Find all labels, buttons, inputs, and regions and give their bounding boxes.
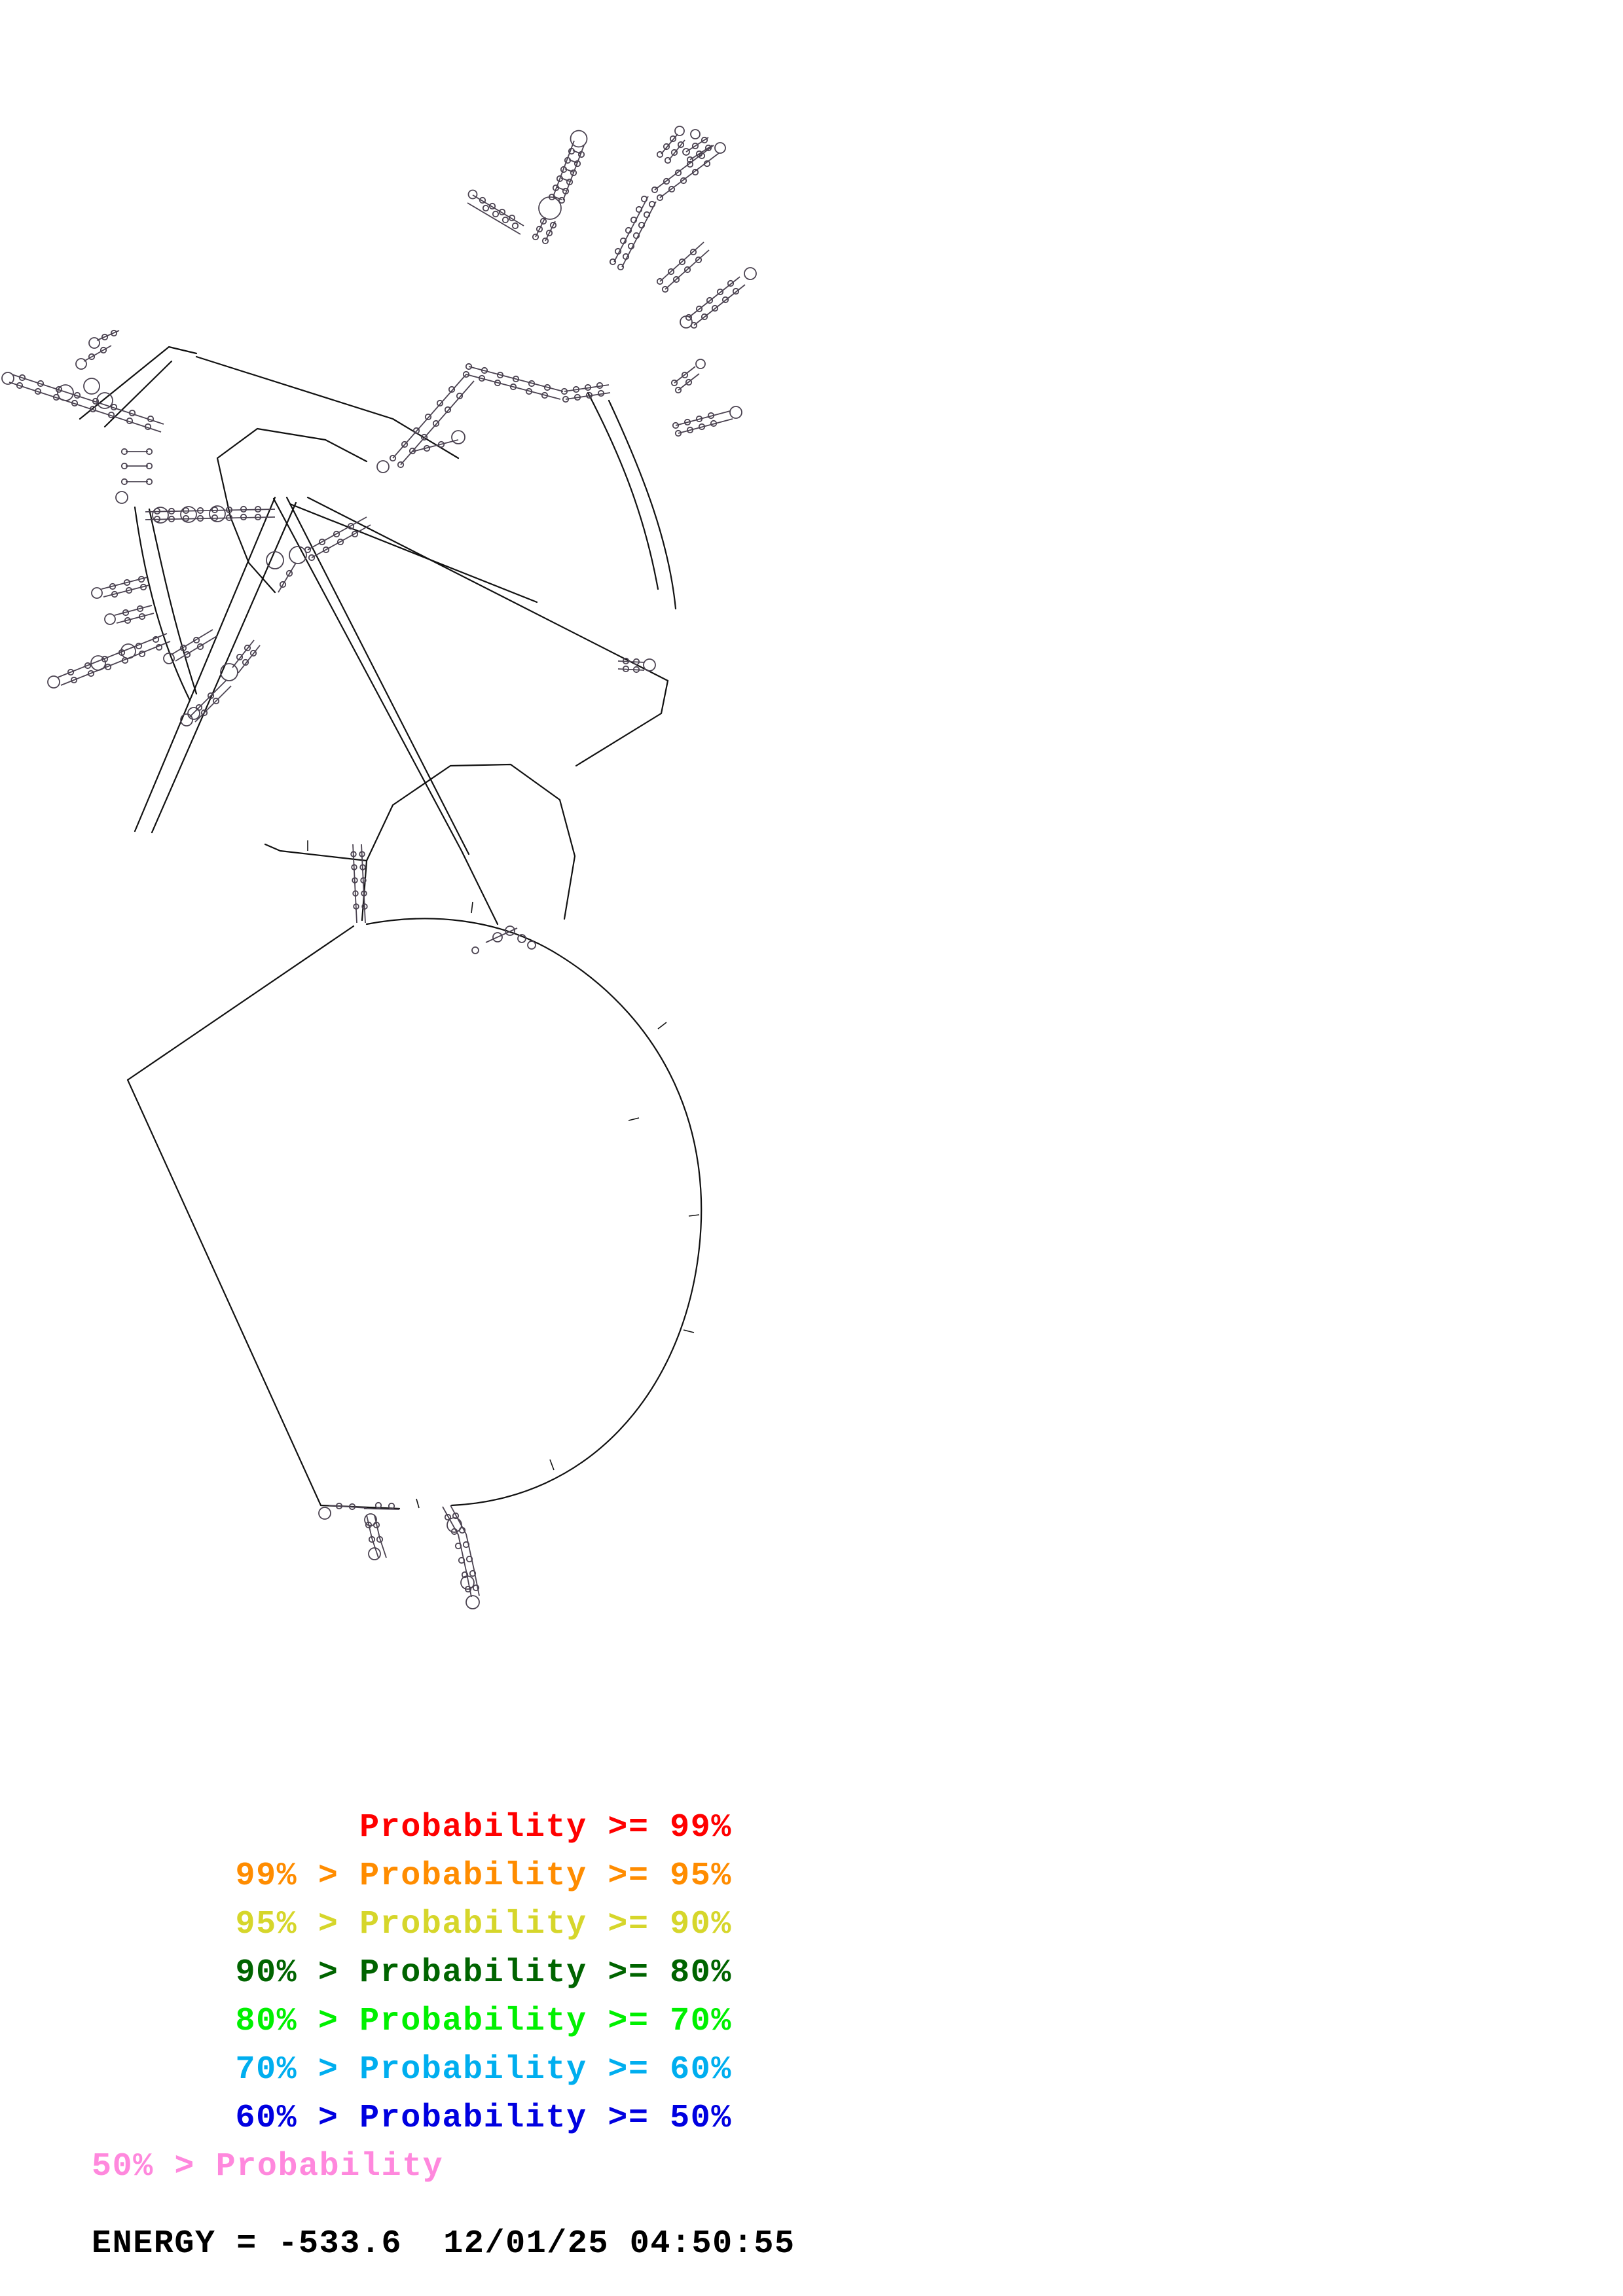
helix-sw-stem (266, 516, 371, 569)
probability-legend: Probability >= 99% 99% > Probability >= … (0, 1806, 1623, 2212)
helix-left-hairpin-2 (104, 605, 155, 625)
helix-bigloop-top (350, 844, 368, 924)
helix-right-arm-4 (672, 406, 742, 437)
helix-right-main (609, 195, 657, 271)
helix-mid-hairpin-b (220, 639, 261, 681)
helix-bottom-hairpin-3 (442, 1505, 480, 1609)
helix-topright-a (656, 126, 685, 164)
energy-timestamp-line: ENERGY = -533.6 12/01/25 04:50:55 (92, 2225, 795, 2263)
helix-nw-long (1, 372, 164, 433)
helix-center-junction (560, 382, 611, 403)
helices-group (1, 126, 757, 1609)
helix-right-arm-2 (680, 267, 757, 329)
backbone-group (79, 346, 702, 1510)
rna-structure-plot (1, 126, 757, 1609)
helix-topright-c (651, 142, 726, 202)
helix-left-hairpin-1 (91, 575, 150, 599)
helix-left-hairpin-4 (163, 629, 217, 664)
legend-row-70: 80% > Probability >= 70% (235, 2003, 732, 2040)
helix-right-isolated (617, 657, 656, 673)
helix-top-center-lower (532, 217, 557, 245)
rna-structure-svg (1, 126, 757, 1609)
helix-left-of-top (467, 189, 524, 235)
helix-top-center (538, 130, 588, 220)
legend-row-80: 90% > Probability >= 80% (235, 1954, 732, 1992)
helix-right-arm-1 (656, 242, 710, 293)
helix-left-hairpin-5 (180, 680, 232, 726)
helix-nw-hairpin-a (75, 345, 112, 370)
legend-row-90: 95% > Probability >= 90% (235, 1906, 732, 1943)
helix-right-arm-3 (670, 359, 706, 394)
helix-mid-hairpin-a (412, 430, 465, 452)
helix-bottom-hairpin-1 (318, 1502, 367, 1520)
legend-row-50: 60% > Probability >= 50% (235, 2100, 732, 2137)
legend-row-60: 70% > Probability >= 60% (235, 2051, 732, 2089)
helix-multiloop-row (145, 505, 276, 524)
helix-bigloop-right-cluster (471, 925, 536, 954)
legend-row-below-50: 50% > Probability (92, 2148, 444, 2185)
helix-bottom-hairpin-2 (363, 1501, 400, 1560)
helix-center-diagonal (462, 363, 564, 400)
legend-row-99: Probability >= 99% (359, 1809, 732, 1846)
helix-mid-right (278, 562, 297, 593)
helix-left-hairpin-3 (47, 633, 171, 689)
nucleotide-ticks (307, 840, 700, 1509)
helix-left-vertical-ladder (115, 448, 153, 504)
helix-nw-diagonal (376, 374, 475, 473)
legend-row-95: 99% > Probability >= 95% (235, 1857, 732, 1895)
helix-nw-hairpin-b (88, 329, 120, 349)
